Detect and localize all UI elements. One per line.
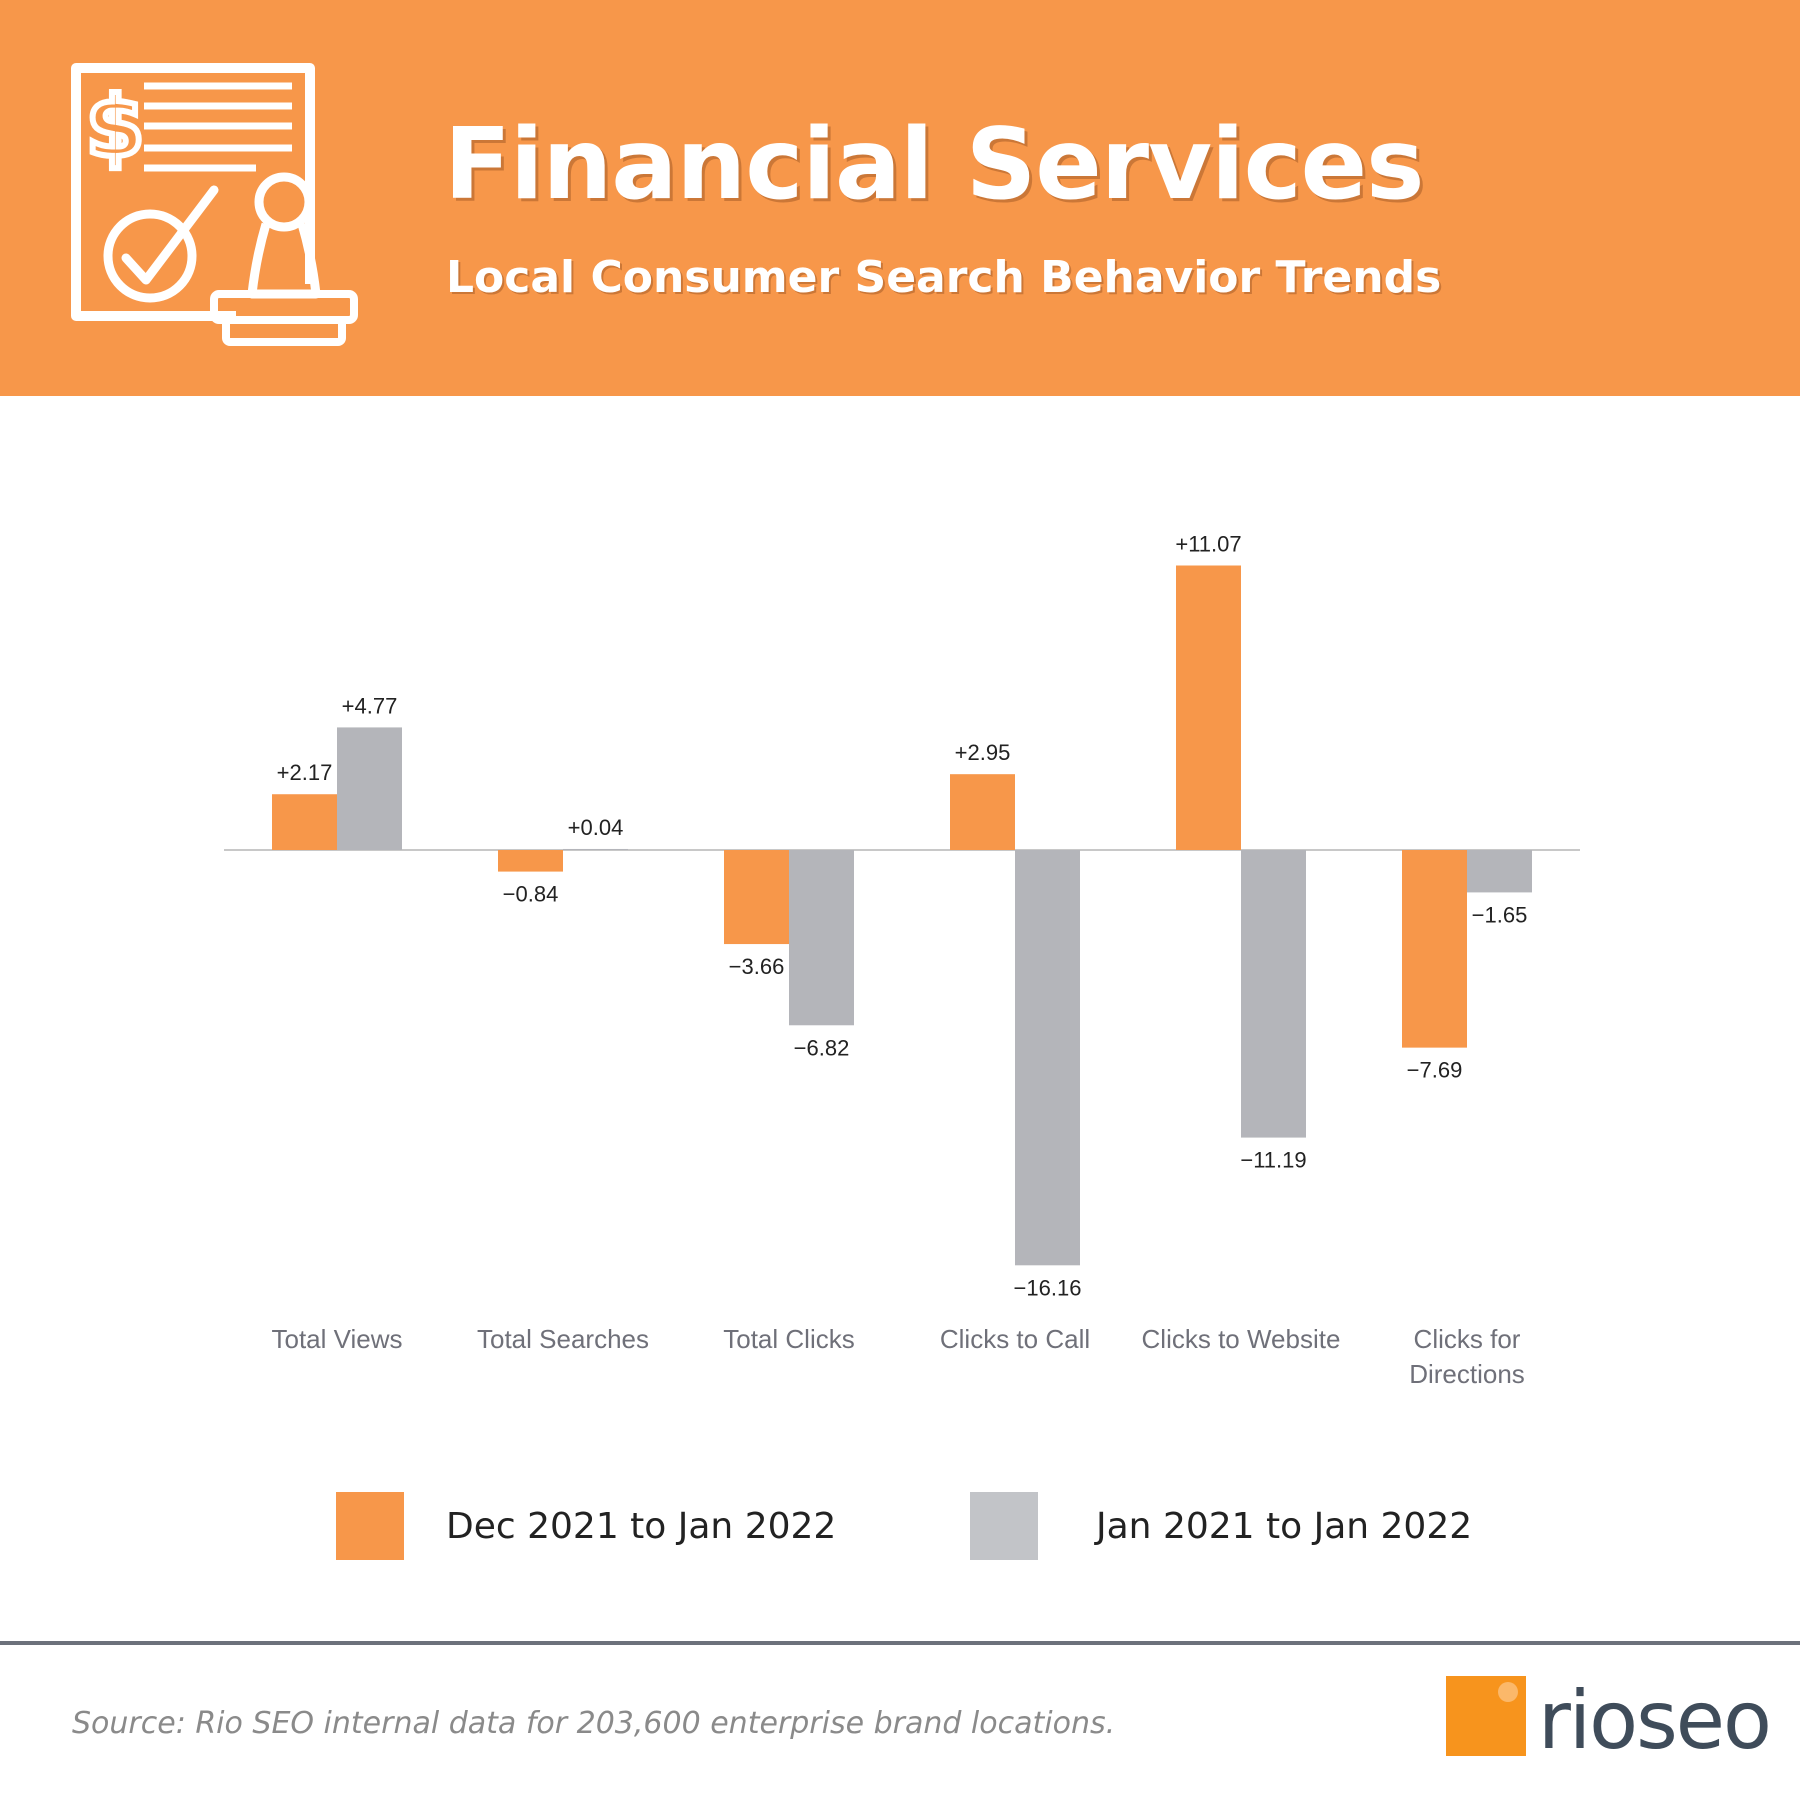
financial-document-stamp-icon: $ xyxy=(71,63,358,346)
data-label: −11.19 xyxy=(1240,1148,1306,1173)
svg-text:$: $ xyxy=(86,78,144,176)
data-label: +0.04 xyxy=(568,815,624,840)
data-label: +2.95 xyxy=(955,740,1011,765)
bar-jan-jan-1 xyxy=(563,848,628,850)
footer-divider xyxy=(0,1641,1800,1645)
page-title: Financial Services xyxy=(444,108,1424,222)
category-label: Directions xyxy=(1409,1359,1525,1389)
data-label: +11.07 xyxy=(1175,532,1241,557)
bar-chart: +2.17 +4.77 Total Views −0.84 +0.04 Total Sea… xyxy=(224,532,1580,1560)
category-label: Clicks to Call xyxy=(940,1324,1090,1354)
data-label: +2.17 xyxy=(277,760,333,785)
header-banner: $ Financial Services Local Consumer Sear… xyxy=(0,0,1800,396)
bar-jan-jan-5 xyxy=(1467,850,1532,893)
bar-dec-jan-4 xyxy=(1176,565,1241,850)
category-label: Clicks for xyxy=(1414,1324,1521,1354)
category-label: Total Clicks xyxy=(723,1324,854,1354)
legend-label-0: Dec 2021 to Jan 2022 xyxy=(446,1506,836,1547)
rioseo-logo-mark xyxy=(1446,1676,1526,1756)
page-subtitle: Local Consumer Search Behavior Trends xyxy=(446,252,1442,303)
source-note: Source: Rio SEO internal data for 203,60… xyxy=(72,1706,1116,1741)
bar-dec-jan-5 xyxy=(1402,850,1467,1048)
bar-jan-jan-4 xyxy=(1241,850,1306,1138)
bar-jan-jan-2 xyxy=(789,850,854,1026)
data-label: −3.66 xyxy=(729,954,785,979)
bar-jan-jan-0 xyxy=(337,727,402,850)
bar-dec-jan-2 xyxy=(724,850,789,945)
bar-dec-jan-0 xyxy=(272,794,337,850)
data-label: −1.65 xyxy=(1472,902,1528,927)
data-label: −0.84 xyxy=(503,882,559,907)
bar-jan-jan-3 xyxy=(1015,850,1080,1266)
data-label: −16.16 xyxy=(1014,1275,1082,1300)
bar-dec-jan-1 xyxy=(498,850,563,872)
category-label: Total Views xyxy=(271,1324,402,1354)
data-label: −7.69 xyxy=(1407,1058,1463,1083)
data-label: −6.82 xyxy=(794,1035,850,1060)
category-label: Total Searches xyxy=(477,1324,649,1354)
legend-swatch-0 xyxy=(336,1492,404,1560)
data-label: +4.77 xyxy=(342,693,398,718)
rioseo-logo-text: rioseo xyxy=(1538,1674,1772,1767)
category-label: Clicks to Website xyxy=(1142,1324,1341,1354)
legend-label-1: Jan 2021 to Jan 2022 xyxy=(1094,1506,1472,1547)
legend-swatch-1 xyxy=(970,1492,1038,1560)
bar-dec-jan-3 xyxy=(950,774,1015,850)
rioseo-logo: rioseo xyxy=(1446,1676,1772,1766)
